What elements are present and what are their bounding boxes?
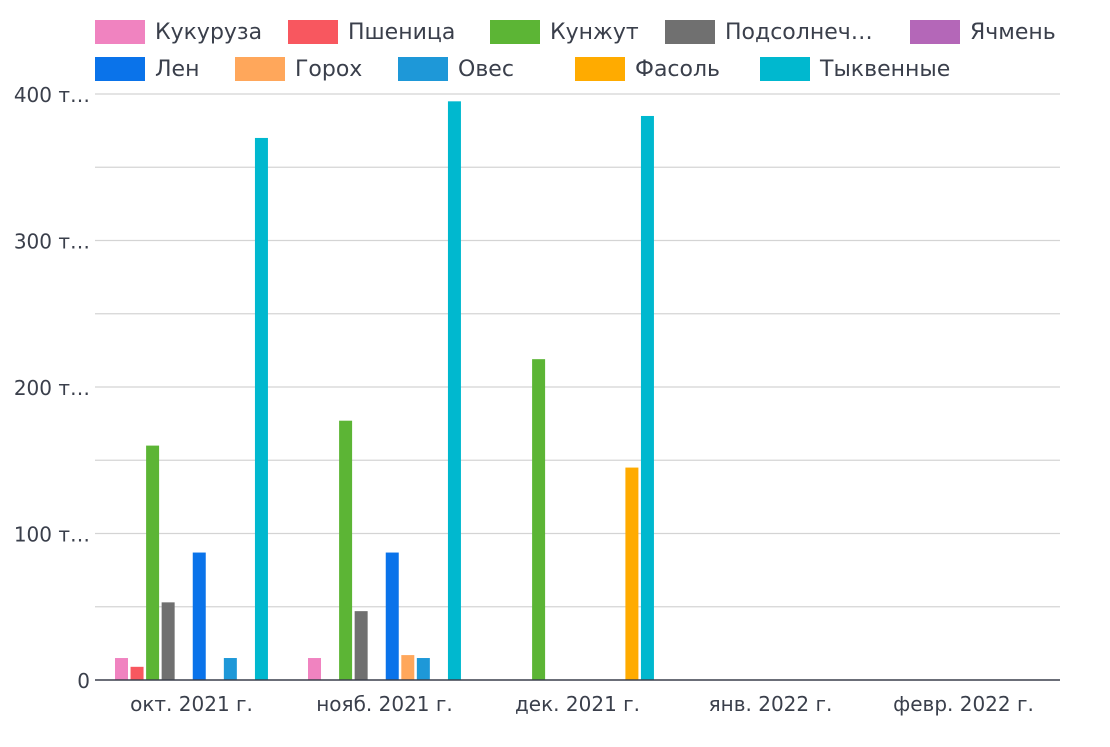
legend-label: Кукуруза [155, 19, 263, 45]
legend-item[interactable]: Пшеница [288, 18, 455, 46]
legend-item[interactable]: Лен [95, 55, 199, 83]
x-tick-label: нояб. 2021 г. [316, 692, 453, 716]
legend-item[interactable]: Кукуруза [95, 18, 262, 46]
y-tick-label: 300 т… [14, 230, 90, 254]
bar [354, 611, 368, 680]
y-tick-label: 0 [77, 669, 90, 693]
legend-swatch [910, 20, 960, 44]
legend-swatch [760, 57, 810, 81]
legend-item[interactable]: Кунжут [490, 18, 639, 46]
x-tick-label: янв. 2022 г. [709, 692, 833, 716]
legend-label: Фасоль [635, 56, 721, 82]
bar [401, 655, 415, 680]
legend-label: Пшеница [348, 19, 456, 45]
bar [447, 101, 461, 680]
legend-label: Кунжут [550, 19, 639, 45]
y-tick-label: 400 т… [14, 83, 90, 107]
bar [308, 658, 321, 680]
bar [130, 666, 144, 680]
legend-label: Ячмень [970, 19, 1056, 45]
legend-swatch [235, 57, 285, 81]
bar [192, 552, 206, 680]
bar [625, 467, 639, 680]
x-tick-label: дек. 2021 г. [515, 692, 640, 716]
legend-swatch [95, 57, 145, 81]
legend-swatch [490, 20, 540, 44]
bar [115, 658, 128, 680]
legend-item[interactable]: Горох [235, 55, 362, 83]
y-tick-label: 200 т… [14, 376, 90, 400]
bar [161, 602, 175, 680]
legend-label: Горох [295, 56, 363, 82]
legend-swatch [398, 57, 448, 81]
legend-item[interactable]: Подсолнеч… [665, 18, 873, 46]
x-tick-label: окт. 2021 г. [130, 692, 253, 716]
bar [532, 359, 546, 680]
legend-label: Лен [155, 56, 200, 82]
bar [416, 658, 430, 680]
bar [223, 658, 237, 680]
legend-label: Овес [458, 56, 514, 82]
legend-swatch [665, 20, 715, 44]
y-tick-label: 100 т… [14, 523, 90, 547]
bar [254, 137, 268, 680]
legend-item[interactable]: Ячмень [910, 18, 1056, 46]
legend-swatch [575, 57, 625, 81]
legend-swatch [288, 20, 338, 44]
legend-item[interactable]: Тыквенные [760, 55, 950, 83]
bar [146, 445, 160, 680]
legend-swatch [95, 20, 145, 44]
bar [385, 552, 399, 680]
legend-item[interactable]: Овес [398, 55, 514, 83]
bar [339, 420, 353, 680]
legend-label: Тыквенные [820, 56, 951, 82]
bar [640, 115, 654, 681]
legend-label: Подсолнеч… [725, 19, 873, 45]
legend-item[interactable]: Фасоль [575, 55, 720, 83]
x-tick-label: февр. 2022 г. [893, 692, 1034, 716]
